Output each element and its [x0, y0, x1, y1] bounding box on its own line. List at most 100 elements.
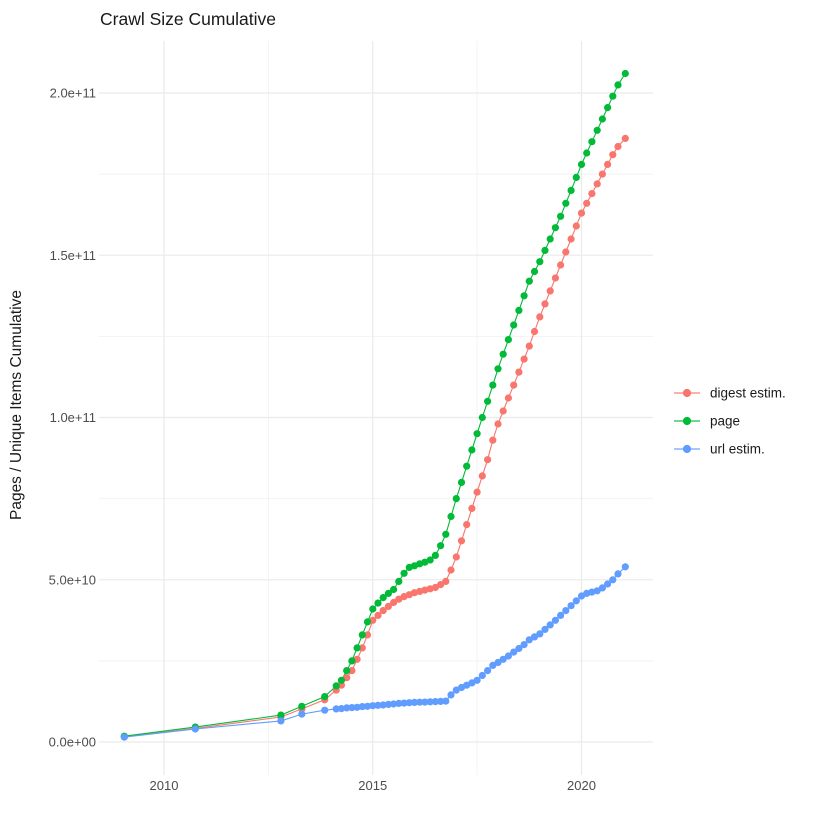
data-point — [374, 599, 382, 607]
data-point — [562, 607, 570, 615]
data-point — [494, 420, 502, 428]
data-point — [562, 248, 570, 256]
data-point — [390, 585, 398, 594]
data-point — [473, 430, 481, 438]
data-point — [541, 625, 549, 634]
data-point — [426, 556, 434, 564]
data-point — [343, 667, 351, 675]
data-point — [478, 413, 486, 422]
data-point — [442, 577, 450, 586]
y-tick-label: 2.0e+11 — [50, 86, 96, 101]
data-point — [494, 658, 502, 667]
data-point — [421, 698, 429, 706]
data-point — [473, 676, 481, 684]
data-point — [583, 149, 591, 157]
data-point — [191, 725, 199, 733]
data-point — [567, 235, 575, 243]
data-point — [484, 397, 492, 405]
data-point — [277, 711, 285, 719]
data-point — [614, 142, 622, 151]
data-point — [494, 365, 502, 373]
data-point — [298, 702, 306, 710]
legend-item[interactable]: url estim. — [674, 442, 765, 457]
data-point — [395, 699, 403, 708]
data-point — [614, 570, 622, 578]
data-point — [557, 212, 565, 220]
y-axis-title: Pages / Unique Items Cumulative — [8, 290, 25, 520]
data-point — [457, 478, 466, 486]
data-point — [363, 631, 372, 639]
data-point — [489, 381, 497, 389]
legend-item[interactable]: page — [674, 414, 740, 429]
data-point — [499, 350, 507, 358]
data-point — [504, 394, 512, 402]
data-point — [390, 598, 398, 607]
series-points — [120, 69, 629, 741]
data-point — [504, 652, 512, 660]
data-point — [400, 569, 408, 577]
data-point — [621, 134, 629, 142]
data-point — [277, 717, 285, 725]
data-point — [363, 702, 372, 710]
data-point — [337, 705, 345, 713]
data-point — [621, 563, 629, 571]
data-point — [447, 566, 455, 574]
data-point — [363, 618, 372, 626]
data-point — [337, 676, 345, 684]
data-point — [598, 115, 607, 123]
data-point — [598, 170, 607, 178]
data-point — [609, 92, 617, 100]
data-point — [567, 186, 575, 194]
plot-title: Crawl Size Cumulative — [100, 9, 276, 29]
data-point — [546, 621, 554, 629]
data-point — [546, 287, 554, 295]
data-point — [551, 616, 560, 624]
data-point — [348, 667, 356, 675]
data-point — [332, 682, 340, 690]
data-point — [530, 267, 539, 276]
data-point — [452, 495, 460, 503]
data-point — [379, 594, 387, 602]
data-point — [358, 631, 366, 639]
legend-item-label: page — [710, 414, 740, 429]
legend-item[interactable]: digest estim. — [674, 386, 786, 401]
data-point — [541, 246, 549, 254]
data-point — [536, 313, 544, 321]
data-point — [510, 381, 518, 389]
gridlines-major — [99, 41, 653, 775]
data-point — [447, 512, 455, 521]
data-point — [353, 644, 361, 652]
data-point — [572, 222, 580, 230]
data-point — [588, 190, 596, 198]
data-point — [499, 655, 507, 663]
data-point — [557, 261, 565, 269]
data-point — [593, 126, 601, 134]
data-point — [510, 648, 518, 656]
data-point — [395, 577, 403, 586]
data-point — [374, 611, 382, 620]
data-point — [463, 462, 471, 470]
data-point — [604, 104, 612, 112]
data-point — [442, 530, 450, 538]
series-point-group — [120, 563, 629, 741]
data-point — [321, 706, 329, 714]
data-point — [379, 607, 387, 615]
data-point — [431, 551, 439, 560]
data-point — [567, 602, 575, 610]
data-point — [557, 611, 565, 620]
data-point — [525, 277, 533, 285]
data-point — [551, 274, 560, 282]
data-point — [468, 504, 476, 512]
y-axis-tick-labels: 0.0e+00 5.0e+10 1.0e+11 1.5e+11 2.0e+11 — [49, 86, 96, 750]
legend-key-point — [682, 388, 692, 398]
data-point — [473, 488, 481, 496]
legend-item-label: digest estim. — [710, 386, 786, 401]
data-point — [348, 657, 356, 665]
y-tick-label: 0.0e+00 — [49, 735, 96, 750]
y-tick-label: 1.5e+11 — [50, 248, 96, 263]
data-point — [621, 69, 629, 78]
data-point — [384, 589, 392, 598]
data-point — [572, 173, 580, 181]
